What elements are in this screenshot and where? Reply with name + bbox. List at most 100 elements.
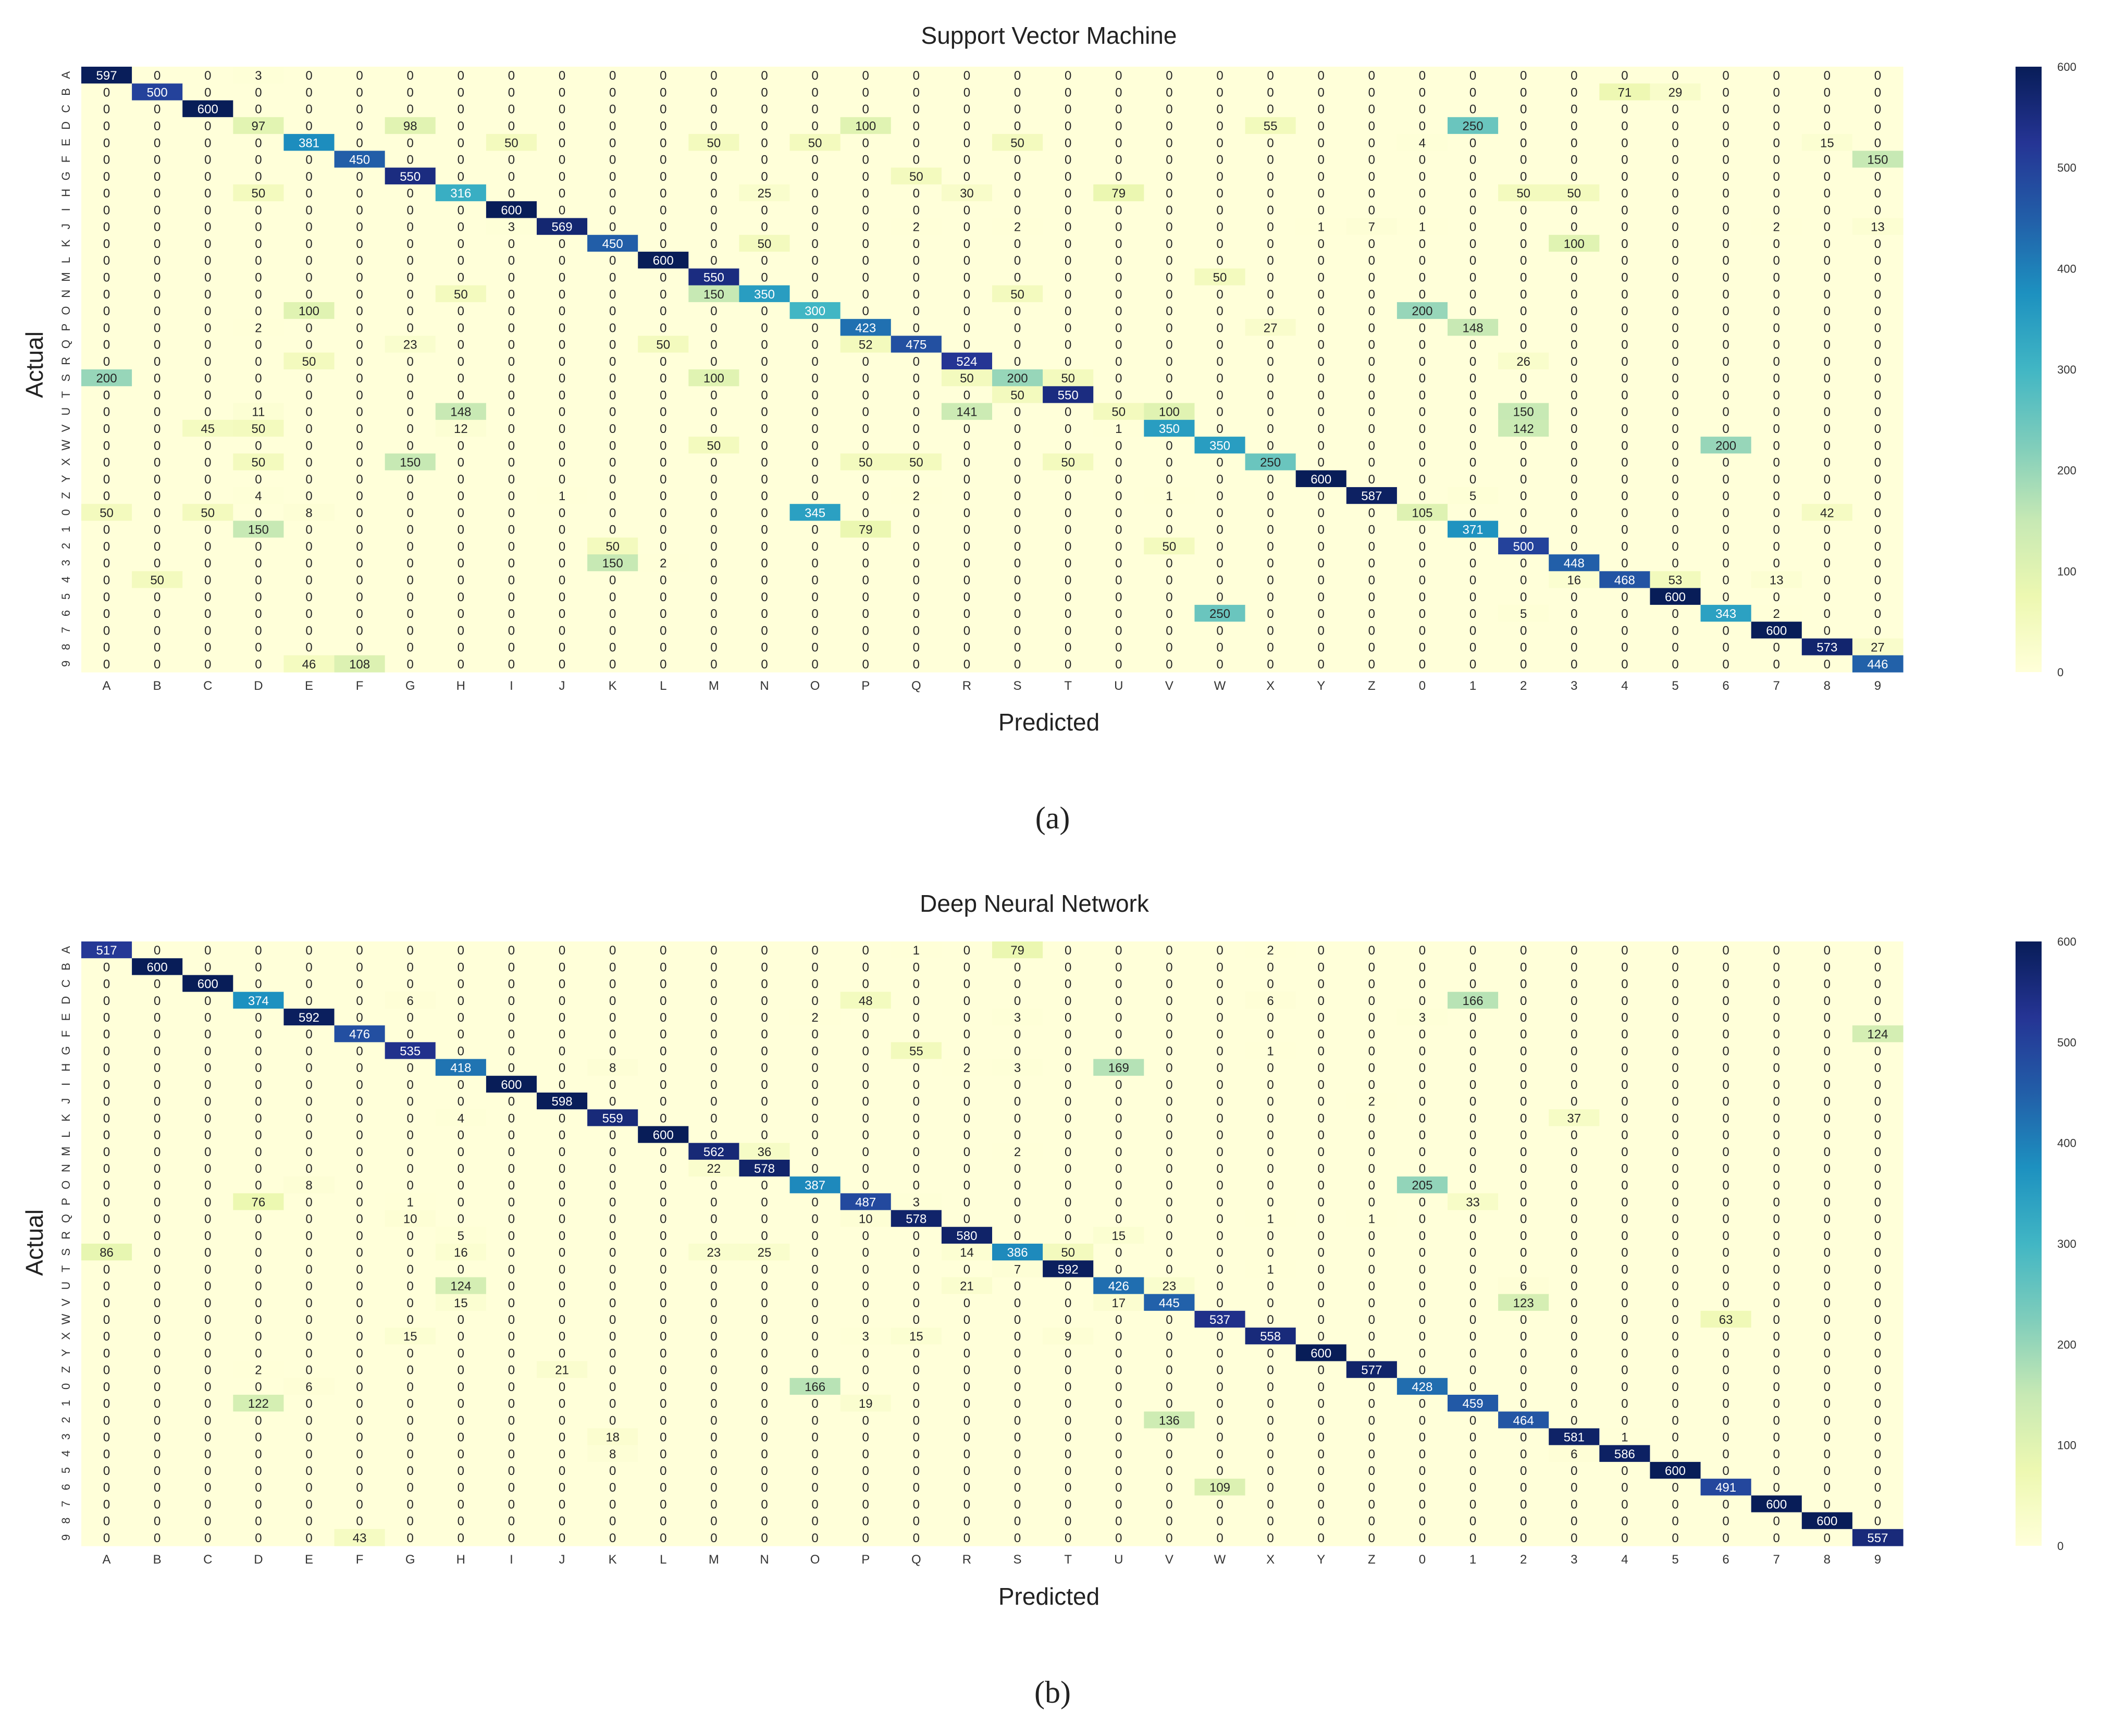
- cell-value-label: 0: [559, 69, 565, 83]
- cell-value-label: 0: [1014, 556, 1021, 571]
- cell-value-label: 0: [1520, 1397, 1527, 1411]
- cell-value-label: 0: [811, 85, 818, 100]
- cell-value-label: 0: [1874, 1296, 1881, 1310]
- cell-value-label: 0: [963, 658, 970, 672]
- cell-value-label: 0: [862, 1044, 869, 1058]
- cell-value-label: 0: [1065, 220, 1071, 234]
- cell-value-label: 0: [761, 1078, 768, 1092]
- heatmap-cell: [132, 67, 183, 84]
- cell-value-label: 0: [1014, 1162, 1021, 1176]
- cell-value-label: 0: [305, 1447, 312, 1461]
- cell-value-label: 0: [609, 1280, 616, 1294]
- cell-value-label: 0: [1166, 237, 1172, 251]
- cell-value-label: 0: [1469, 1212, 1476, 1226]
- cell-value-label: 17: [1111, 1296, 1126, 1310]
- heatmap-cell: [1549, 100, 1600, 118]
- cell-value-label: 0: [609, 371, 616, 386]
- cell-value-label: 0: [204, 355, 211, 369]
- cell-value-label: 0: [1773, 540, 1780, 554]
- cell-value-label: 0: [1014, 170, 1021, 184]
- cell-value-label: 0: [407, 405, 414, 419]
- cell-value-label: 0: [609, 187, 616, 201]
- cell-value-label: 0: [811, 1129, 818, 1143]
- cell-value-label: 0: [1773, 203, 1780, 217]
- cell-value-label: 0: [407, 473, 414, 487]
- cell-value-label: 0: [710, 1280, 717, 1294]
- cell-value-label: 0: [1874, 994, 1881, 1008]
- cell-value-label: 0: [255, 1179, 262, 1193]
- cell-value-label: 50: [1567, 187, 1581, 201]
- cell-value-label: 0: [1722, 1111, 1729, 1125]
- heatmap-cell: [283, 83, 335, 101]
- cell-value-label: 0: [1014, 1044, 1021, 1058]
- cell-value-label: 0: [407, 590, 414, 604]
- cell-value-label: 0: [103, 103, 110, 117]
- cell-value-label: 0: [963, 1380, 970, 1394]
- cell-value-label: 0: [862, 658, 869, 672]
- heatmap-cell: [233, 67, 285, 84]
- cell-value-label: 0: [255, 658, 262, 672]
- cell-value-label: 0: [811, 170, 818, 184]
- cell-value-label: 0: [356, 304, 363, 318]
- cell-value-label: 0: [1520, 288, 1527, 302]
- cell-value-label: 0: [1014, 960, 1021, 974]
- cell-value-label: 37: [1567, 1111, 1581, 1125]
- cell-value-label: 0: [811, 1447, 818, 1461]
- cell-value-label: 0: [508, 170, 515, 184]
- cell-value-label: 0: [811, 1413, 818, 1428]
- cell-value-label: 0: [154, 69, 160, 83]
- cell-value-label: 0: [1267, 1095, 1274, 1109]
- cell-value-label: 0: [1014, 1296, 1021, 1310]
- cell-value-label: 0: [1722, 371, 1729, 386]
- cell-value-label: 0: [1065, 1229, 1071, 1243]
- cell-value-label: 0: [407, 1078, 414, 1092]
- cell-value-label: 0: [1722, 119, 1729, 133]
- cell-value-label: 0: [761, 1061, 768, 1075]
- heatmap-cell: [688, 100, 740, 118]
- heatmap-cell: [334, 134, 386, 151]
- cell-value-label: 0: [811, 254, 818, 268]
- cell-value-label: 0: [1621, 405, 1628, 419]
- cell-value-label: 0: [660, 153, 666, 167]
- cell-value-label: 0: [660, 489, 666, 503]
- cell-value-label: 0: [1318, 119, 1325, 133]
- cell-value-label: 0: [710, 153, 717, 167]
- cell-value-label: 0: [1419, 321, 1426, 335]
- cell-value-label: 0: [761, 69, 768, 83]
- y-tick-label: P: [59, 324, 72, 331]
- cell-value-label: 0: [1824, 556, 1831, 571]
- cell-value-label: 0: [458, 220, 464, 234]
- cell-value-label: 0: [1368, 1431, 1375, 1445]
- cell-value-label: 0: [761, 1095, 768, 1109]
- cell-value-label: 0: [1368, 1044, 1375, 1058]
- cell-value-label: 0: [559, 187, 565, 201]
- cell-value-label: 50: [909, 456, 923, 470]
- cell-value-label: 0: [407, 388, 414, 402]
- cell-value-label: 0: [811, 1363, 818, 1378]
- cell-value-label: 0: [458, 119, 464, 133]
- cell-value-label: 0: [103, 456, 110, 470]
- cell-value-label: 0: [1419, 590, 1426, 604]
- cell-value-label: 0: [1520, 1011, 1527, 1025]
- cell-value-label: 9: [1065, 1330, 1071, 1344]
- cell-value-label: 0: [1065, 1363, 1071, 1378]
- cell-value-label: 0: [660, 1363, 666, 1378]
- cell-value-label: 0: [1014, 1129, 1021, 1143]
- cell-value-label: 0: [1267, 1229, 1274, 1243]
- cell-value-label: 0: [913, 321, 920, 335]
- heatmap-cell: [1599, 83, 1651, 101]
- cell-value-label: 0: [963, 1397, 970, 1411]
- cell-value-label: 0: [1621, 607, 1628, 621]
- cell-value-label: 0: [508, 523, 515, 537]
- cell-value-label: 0: [1166, 304, 1172, 318]
- heatmap-cell: [1801, 117, 1853, 134]
- cell-value-label: 0: [1014, 658, 1021, 672]
- cell-value-label: 0: [1267, 270, 1274, 284]
- cell-value-label: 0: [458, 1464, 464, 1478]
- cell-value-label: 0: [305, 1145, 312, 1159]
- cell-value-label: 0: [1773, 1330, 1780, 1344]
- cell-value-label: 0: [963, 506, 970, 520]
- cell-value-label: 0: [1166, 321, 1172, 335]
- cell-value-label: 0: [1216, 1464, 1223, 1478]
- cell-value-label: 0: [407, 1179, 414, 1193]
